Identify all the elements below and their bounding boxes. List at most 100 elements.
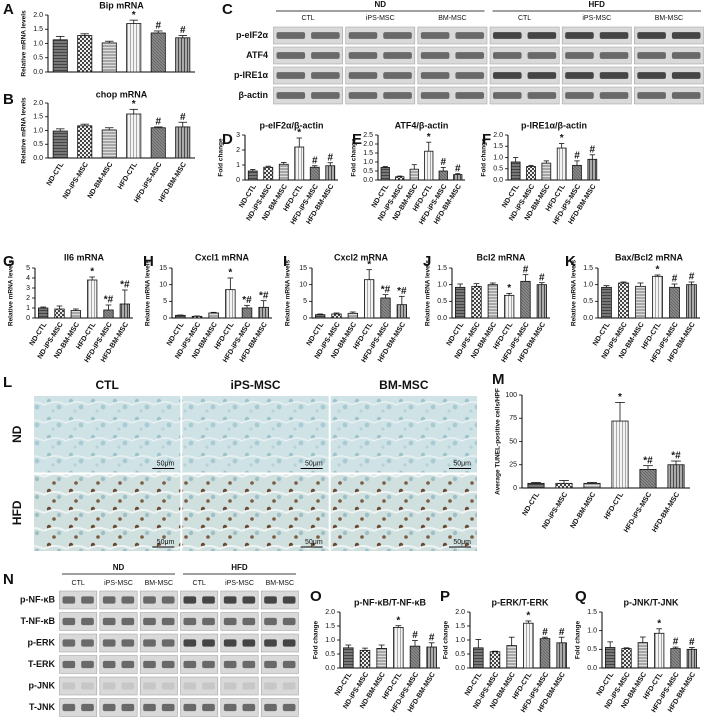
y-tick-label: 0.0 [587,665,597,672]
significance-mark: * [90,267,94,278]
micrograph [182,396,329,473]
y-tick-label: 4 [26,275,30,282]
blot-strip [489,66,560,85]
y-axis-label: Relative mRNA levels [425,260,432,327]
blot-band [276,92,306,99]
y-tick-label: 1.0 [455,637,465,644]
significance-mark: # [412,630,418,641]
blot-band [202,639,215,647]
significance-mark: # [455,163,461,174]
blot-band [348,32,378,39]
bar [119,303,130,319]
blot-band [493,32,522,39]
blot-band [671,32,701,39]
lane-label: CTL [518,15,531,22]
bar [294,146,305,181]
blot-band [599,52,629,59]
blot-band [276,52,306,59]
y-axis-label: Fold change [351,138,358,177]
group-label: ND [374,0,386,9]
blot-row-label: p-ERK [28,637,56,647]
group-label: HFD [231,563,248,572]
lane-label: BM-MSC [438,15,466,22]
blot-strip [99,633,138,653]
significance-mark: # [542,627,548,638]
blot-band [143,617,156,626]
blot-band [183,617,197,626]
y-tick-label: 2 [26,295,30,302]
blot-strip [345,26,416,45]
bar [376,648,387,669]
y-tick-label: 1.5 [455,623,465,630]
significance-mark: * [656,265,660,276]
bar [364,279,375,319]
blot-band [264,703,277,712]
bar [639,468,657,489]
blot-band [493,92,522,99]
lane-label: CTL [301,15,314,22]
chart-title: p-NF-κB/T-NF-κB [354,597,427,607]
y-tick-label: 1.0 [587,628,597,635]
bar [618,282,629,319]
bar [309,166,320,181]
blot-strip [561,86,632,105]
y-axis-label: Relative mRNA levels [21,10,28,77]
blot-strip [561,66,632,85]
bar [426,646,437,669]
column-label: CTL [96,378,119,392]
y-axis-label: Fold change [575,620,582,659]
significance-mark: *# [397,286,407,297]
bar [654,632,665,669]
y-tick-label: 0.5 [363,168,373,175]
bar [247,170,258,181]
y-tick-label: 1.5 [493,143,503,150]
blot-band [282,703,296,712]
y-tick-label: 1.0 [325,637,335,644]
y-tick-label: 5 [163,298,167,305]
blot-band [102,596,116,604]
bar [587,158,598,181]
lane-label: CTL [193,580,206,587]
y-tick-label: 2.5 [363,132,373,139]
blot-band [276,32,306,39]
blot-band [81,660,94,669]
chart-title: p-IRE1α/β-actin [521,120,587,130]
panel-label: J [423,253,431,270]
blot-band [62,617,76,626]
blot-band [348,92,378,99]
blot-strip [260,698,299,717]
bar [611,420,629,489]
scale-bar-label: 50μm [453,460,471,467]
micrograph [34,474,181,551]
blot-strip [139,676,178,696]
blot-strip [59,612,98,631]
blot-strip [180,655,219,674]
y-tick-label: 1.5 [587,609,597,616]
y-tick-label: 2.0 [325,609,335,616]
blot-band [102,660,116,669]
blot-strip [220,590,259,610]
blot-strip [417,86,488,105]
blot-band [62,660,76,669]
y-tick-label: 0.0 [437,315,447,322]
bar [635,285,646,319]
blot-band [311,52,340,59]
blot-band [102,682,116,690]
bar [38,307,49,319]
blot-band [420,32,450,39]
blot-band [420,52,450,59]
blot-band [264,660,277,669]
bar [583,482,601,489]
scale-bar-label: 50μm [453,539,471,546]
scale-bar-label: 50μm [157,460,175,467]
panel-label: D [222,131,233,148]
blot-band [599,92,629,99]
row-label: HFD [10,500,24,525]
bar [504,294,515,319]
blot-strip [260,633,299,653]
y-tick-label: 5 [26,265,30,272]
bar [652,275,663,319]
panel-label: P [440,588,450,605]
lane-label: BM-MSC [145,580,173,587]
y-tick-label: 2.0 [493,132,503,139]
